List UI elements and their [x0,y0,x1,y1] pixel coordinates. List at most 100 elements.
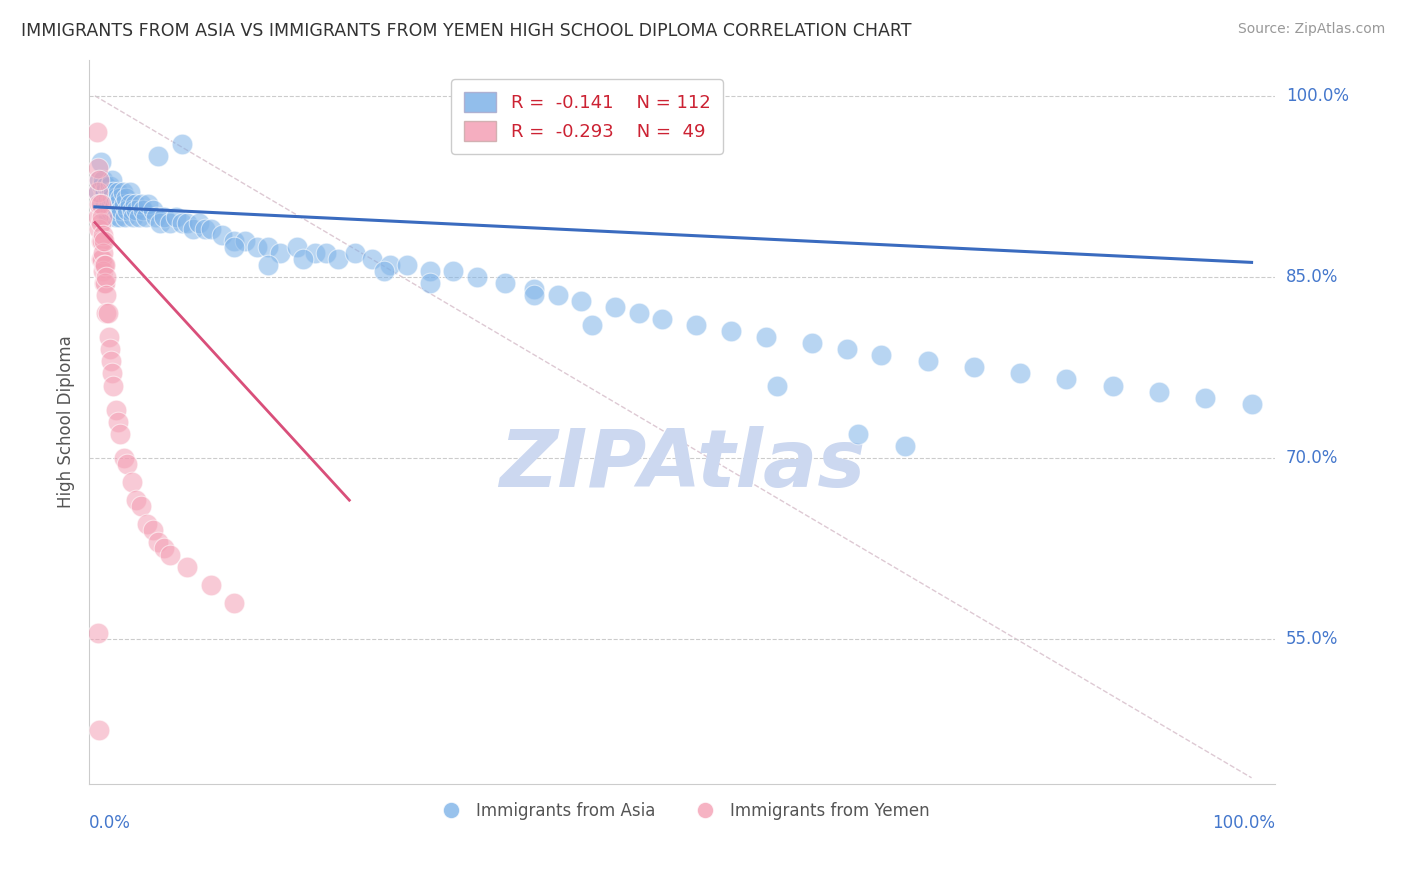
Point [87,186,110,200]
Point [118,197,141,211]
Point [100,186,122,200]
Point [101,367,124,381]
Point [110,191,132,205]
Point [118,186,141,200]
Point [100,354,122,368]
Point [103,197,125,211]
Point [153,541,176,556]
Point [112,450,135,465]
Point [148,149,170,163]
Point [373,264,395,278]
Point [122,210,145,224]
Point [269,245,291,260]
Point [94,197,117,211]
Point [257,240,280,254]
Point [89,197,111,211]
Point [233,234,256,248]
Point [159,216,181,230]
Point [465,269,488,284]
Point [292,252,315,266]
Point [90,234,112,248]
Point [200,221,222,235]
Point [963,360,986,375]
Point [135,210,157,224]
Point [170,216,193,230]
Point [627,306,650,320]
Point [104,402,127,417]
Point [114,210,136,224]
Point [98,203,121,218]
Point [581,318,603,333]
Point [105,203,128,218]
Point [97,191,120,205]
Point [89,173,111,187]
Point [1010,367,1032,381]
Point [112,197,135,211]
Point [107,197,129,211]
Text: IMMIGRANTS FROM ASIA VS IMMIGRANTS FROM YEMEN HIGH SCHOOL DIPLOMA CORRELATION CH: IMMIGRANTS FROM ASIA VS IMMIGRANTS FROM … [21,22,911,40]
Point [246,240,269,254]
Point [89,221,111,235]
Point [128,210,150,224]
Point [344,245,367,260]
Point [93,258,115,272]
Point [181,221,204,235]
Point [569,293,592,308]
Point [96,288,118,302]
Point [755,330,778,344]
Point [96,179,118,194]
Point [326,252,349,266]
Point [153,210,176,224]
Point [87,161,110,176]
Point [97,306,120,320]
Point [104,191,127,205]
Point [194,221,217,235]
Point [93,234,115,248]
Point [165,210,187,224]
Point [90,252,112,266]
Point [547,288,569,302]
Point [108,210,131,224]
Point [124,197,146,211]
Point [90,197,112,211]
Y-axis label: High School Diploma: High School Diploma [58,335,75,508]
Point [89,723,111,737]
Point [419,276,441,290]
Point [96,203,118,218]
Point [93,276,115,290]
Point [304,245,326,260]
Point [90,197,112,211]
Point [870,348,893,362]
Point [495,276,517,290]
Point [94,258,117,272]
Text: 100.0%: 100.0% [1212,814,1275,832]
Point [132,203,155,218]
Point [835,343,858,357]
Point [1240,396,1263,410]
Point [91,264,114,278]
Point [129,500,152,514]
Point [176,559,198,574]
Point [107,415,129,429]
Point [257,258,280,272]
Point [91,245,114,260]
Point [361,252,384,266]
Point [1147,384,1170,399]
Point [129,197,152,211]
Point [200,577,222,591]
Text: 85.0%: 85.0% [1286,268,1339,285]
Point [917,354,939,368]
Point [170,137,193,152]
Point [91,191,114,205]
Point [148,535,170,549]
Point [97,186,120,200]
Point [103,203,125,218]
Point [720,324,742,338]
Point [149,216,172,230]
Point [396,258,419,272]
Text: 0.0%: 0.0% [89,814,131,832]
Point [89,173,111,187]
Point [94,276,117,290]
Point [846,426,869,441]
Point [90,252,112,266]
